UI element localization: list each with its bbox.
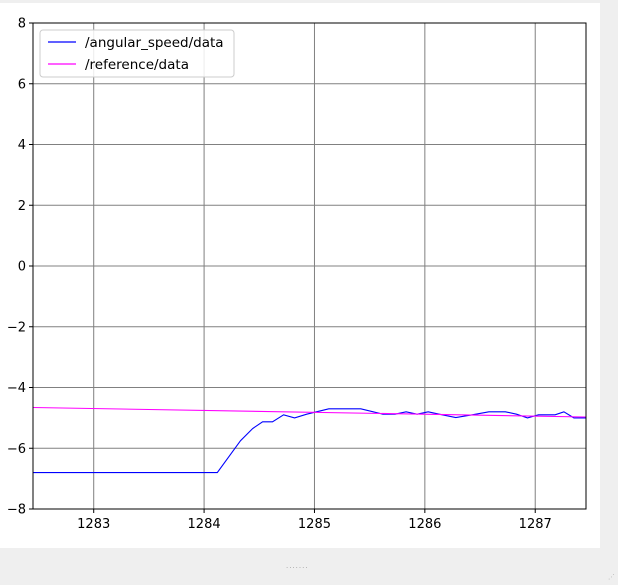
x-tick-label: 1283 xyxy=(77,517,110,532)
legend-label: /angular_speed/data xyxy=(85,35,224,51)
y-tick-label: −6 xyxy=(7,442,26,457)
legend-label: /reference/data xyxy=(85,57,189,73)
x-tick-label: 1287 xyxy=(519,517,552,532)
y-tick-label: −4 xyxy=(7,381,26,396)
series-lines xyxy=(32,406,587,474)
y-tick-label: 0 xyxy=(18,260,26,275)
toolbar-strip xyxy=(0,0,600,3)
line-chart[interactable]: 1283 1284 1285 1286 1287 −8 −6 −4 −2 0 2 4 6 8 /angul… xyxy=(0,0,600,548)
legend-box xyxy=(39,29,235,78)
resize-grip-icon[interactable]: ⋰ xyxy=(608,573,615,581)
x-tick-label: 1284 xyxy=(188,517,221,532)
series-line-0 xyxy=(33,408,586,474)
x-tick-label: 1285 xyxy=(298,517,331,532)
grid xyxy=(33,22,586,510)
y-tick-label: −8 xyxy=(7,503,26,518)
y-tick-label: 4 xyxy=(18,138,26,153)
y-tick-label: −2 xyxy=(7,320,26,335)
splitter-handle[interactable]: ....... xyxy=(286,562,309,570)
y-tick-label: 2 xyxy=(18,199,26,214)
legend: /angular_speed/data/reference/data xyxy=(39,29,235,78)
y-tick-label: 8 xyxy=(18,17,26,32)
series-line-1 xyxy=(32,406,587,418)
y-tick-label: 6 xyxy=(18,77,26,92)
plot-panel: 1283 1284 1285 1286 1287 −8 −6 −4 −2 0 2 4 6 8 /angul… xyxy=(0,0,600,548)
x-tick-label: 1286 xyxy=(408,517,441,532)
axis-ticks: 1283 1284 1285 1286 1287 −8 −6 −4 −2 0 2 4 6 8 xyxy=(7,17,552,533)
